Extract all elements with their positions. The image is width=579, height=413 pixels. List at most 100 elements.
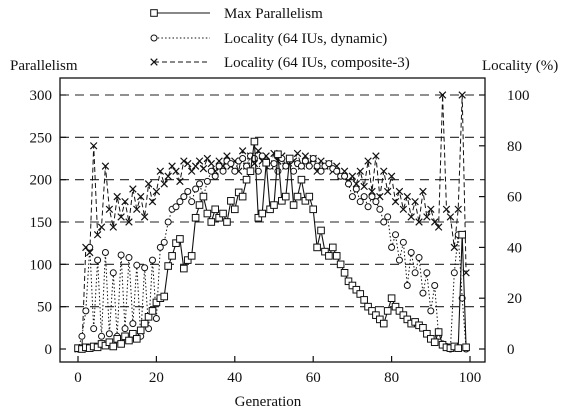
legend-item: Max Parallelism: [150, 6, 323, 22]
bottom-tick-label: 20: [149, 370, 164, 386]
data-point: [94, 256, 102, 264]
left-tick-label: 200: [30, 173, 53, 189]
data-point: [152, 315, 160, 323]
data-point: [360, 296, 368, 304]
data-point: [109, 269, 117, 277]
data-point: [136, 192, 145, 201]
data-point: [254, 167, 262, 175]
data-point: [164, 172, 172, 181]
series-square: [74, 137, 470, 353]
data-point: [293, 149, 302, 158]
data-point: [121, 325, 129, 333]
data-point: [430, 218, 439, 226]
data-point: [395, 187, 404, 196]
data-point: [458, 91, 466, 99]
data-point: [423, 269, 431, 277]
data-point: [121, 197, 129, 206]
data-point: [301, 197, 310, 205]
data-point: [309, 205, 317, 214]
data-point: [172, 203, 180, 211]
data-point: [164, 218, 172, 226]
data-point: [168, 252, 176, 260]
x-axis-label: Generation: [235, 394, 302, 410]
data-point: [136, 326, 145, 335]
data-point: [93, 230, 102, 239]
data-point: [325, 252, 333, 260]
data-point: [407, 213, 415, 221]
data-point: [148, 256, 156, 264]
data-point: [333, 167, 341, 175]
data-point: [125, 218, 133, 226]
data-point: [360, 193, 368, 201]
data-point: [399, 238, 407, 246]
data-point: [144, 180, 153, 188]
data-point: [215, 213, 223, 222]
data-point: [297, 162, 305, 170]
data-point: [109, 223, 118, 231]
data-point: [332, 252, 341, 260]
legend-item: Locality (64 IUs, composite-3): [150, 55, 410, 71]
data-point: [387, 294, 396, 302]
data-point: [411, 197, 419, 206]
data-point: [78, 332, 86, 340]
data-point: [289, 201, 298, 209]
bottom-axis-ticks: 0 20 40 60 80 100: [74, 356, 481, 386]
data-point: [344, 180, 352, 188]
data-point: [113, 192, 121, 201]
data-point: [195, 157, 204, 165]
data-point: [305, 162, 313, 170]
data-point: [352, 285, 361, 294]
data-point: [301, 157, 309, 165]
left-axis-ticks: 0 50 100 150 200 250 300: [30, 88, 66, 358]
data-point: [133, 205, 141, 214]
data-point: [395, 307, 404, 315]
data-point: [207, 159, 216, 168]
data-point: [231, 205, 239, 214]
data-point: [117, 213, 125, 221]
data-point: [191, 213, 200, 222]
data-point: [348, 172, 357, 181]
data-point: [383, 307, 392, 315]
data-point: [125, 254, 133, 262]
data-point: [172, 167, 180, 175]
data-point: [207, 167, 215, 175]
data-point: [356, 290, 365, 298]
data-point: [98, 332, 106, 340]
data-point: [434, 328, 443, 336]
data-point: [278, 197, 286, 205]
data-point: [176, 177, 184, 186]
data-point: [348, 281, 357, 290]
data-point: [199, 164, 208, 173]
data-point: [285, 154, 294, 163]
data-point: [368, 187, 376, 196]
data-point: [462, 343, 470, 352]
data-point: [203, 209, 212, 218]
data-point: [317, 167, 325, 175]
data-point: [430, 338, 439, 347]
data-point: [203, 177, 211, 185]
data-point: [415, 254, 423, 262]
data-point: [164, 262, 172, 270]
data-point: [180, 193, 188, 201]
data-point: [305, 192, 314, 201]
data-point: [239, 155, 247, 162]
data-point: [403, 282, 411, 289]
data-point: [129, 320, 137, 328]
legend-marker: [150, 34, 158, 42]
data-point: [160, 292, 169, 301]
data-point: [380, 167, 388, 175]
data-point: [133, 261, 141, 269]
data-point: [352, 185, 360, 193]
data-point: [438, 91, 447, 99]
right-tick-label: 60: [507, 190, 522, 206]
data-point: [196, 180, 204, 188]
data-point: [141, 264, 149, 272]
data-point: [219, 167, 227, 175]
bottom-tick-label: 80: [384, 370, 399, 386]
data-point: [109, 342, 118, 351]
data-point: [191, 162, 200, 170]
data-point: [195, 201, 204, 209]
data-point: [368, 307, 376, 315]
data-point: [356, 198, 364, 206]
